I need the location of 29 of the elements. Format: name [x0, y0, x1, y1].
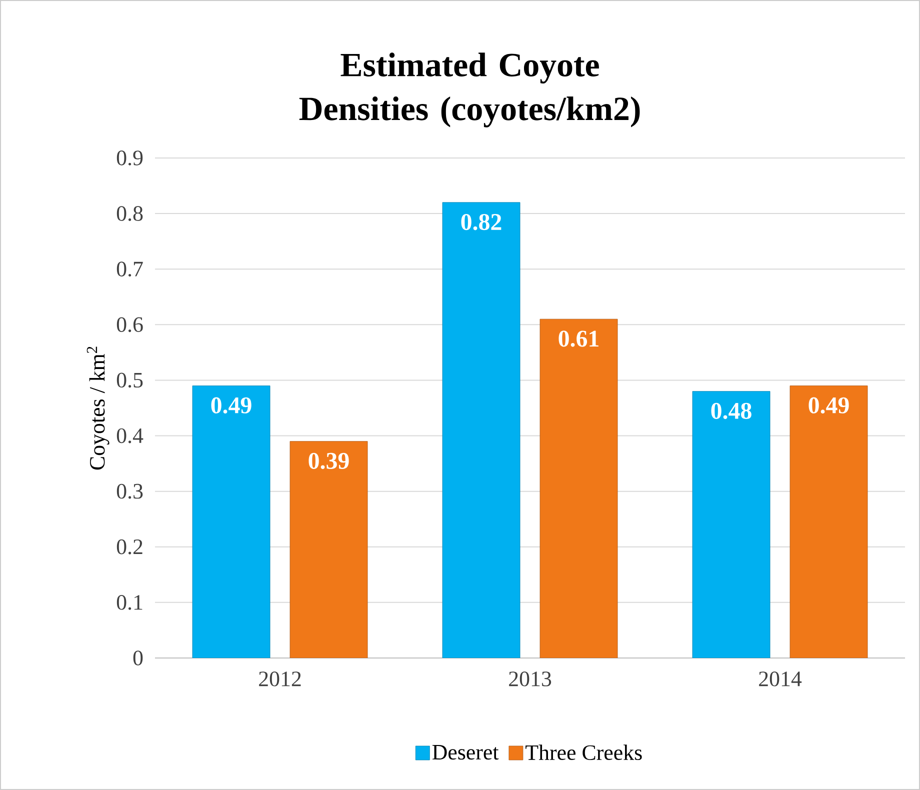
y-axis-title: Coyotes / km$^{2}$: [86, 346, 110, 470]
y-tick-label: 0.4: [116, 428, 144, 444]
y-tick-label: 0.3: [116, 484, 143, 499]
legend-label: Three Creeks: [526, 744, 642, 760]
data-label: 0.48: [711, 402, 752, 420]
data-label: 0.61: [558, 330, 598, 347]
bar: [192, 386, 270, 658]
y-tick-label: 0: [133, 650, 143, 666]
bar: [442, 202, 520, 658]
y-tick-label: 0.6: [116, 317, 143, 332]
x-tick-label: 2013: [509, 672, 552, 686]
y-tick-label: 0.2: [116, 539, 142, 554]
y-tick-label: 0.5: [116, 372, 143, 388]
y-tick-label: 0.7: [116, 262, 143, 277]
data-label: 0.49: [211, 397, 252, 414]
bar: [540, 318, 618, 658]
x-tick-label: 2014: [759, 672, 802, 686]
bar: [790, 386, 868, 658]
y-tick-label: 0.8: [116, 206, 143, 221]
x-tick-label: 2012: [259, 672, 301, 686]
data-label: 0.49: [808, 397, 849, 414]
y-tick-label: 0.1: [116, 594, 142, 610]
bar: [290, 441, 368, 658]
y-tick-label: 0.9: [116, 150, 143, 166]
chart-title: Estimated Coyote Densities (coyotes/km2): [299, 52, 640, 128]
bar: [692, 391, 770, 658]
data-label: 0.82: [461, 214, 502, 230]
legend-label: Deseret: [432, 745, 499, 760]
data-label: 0.39: [308, 452, 349, 470]
